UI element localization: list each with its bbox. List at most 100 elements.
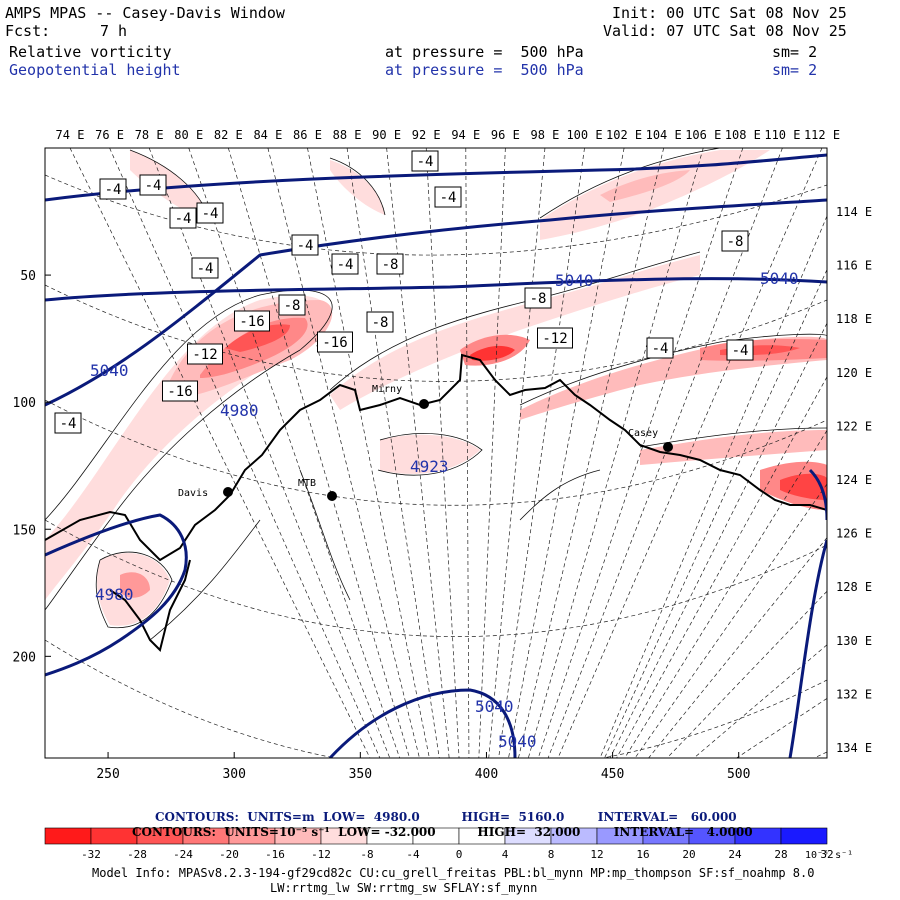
top-lon-label: 102 E: [606, 128, 642, 142]
height-label: 5040: [90, 361, 129, 380]
colorbar-tick-label: 28: [774, 848, 787, 861]
meridian-line: [557, 148, 823, 758]
meridian-line: [634, 483, 827, 758]
meridian-line: [609, 323, 827, 758]
label-box: [524, 287, 552, 309]
meridian-line: [109, 148, 381, 758]
meridian-line: [307, 148, 430, 758]
y-tick-label: 50: [20, 269, 36, 284]
x-tick-label: 350: [349, 767, 372, 782]
right-lon-label: 116 E: [836, 259, 872, 273]
vorticity-labels: -4 -4 -4 -4 -4 -4 -4 -4 -4 -8 -8 -8 -8 -16 -16 -12 -12 -1…: [54, 150, 754, 434]
label-box: [278, 294, 306, 316]
vorticity-contour-label: -4: [196, 202, 224, 224]
vorticity-contour-label: -4: [434, 186, 462, 208]
colorbar-swatch: [780, 827, 828, 845]
top-lon-label: 104 E: [646, 128, 682, 142]
station-label-mirny: Mirny: [372, 384, 402, 395]
height-labels: 5040 5040 5040 4980 4923 5040 5040 4980: [90, 269, 799, 751]
station-label-davis: Davis: [178, 488, 208, 499]
colorbar-swatch: [44, 827, 92, 845]
label-box: [331, 253, 359, 275]
label-box: [434, 186, 462, 208]
top-lon-label: 84 E: [253, 128, 282, 142]
vorticity-contour-label: -8: [721, 230, 749, 252]
plot-border: [44, 147, 828, 759]
station-label-casey: Casey: [628, 428, 658, 439]
colorbar-tick-label: -28: [127, 848, 147, 861]
label-box: [366, 311, 394, 333]
label-text: -4: [145, 178, 162, 194]
label-text: -4: [175, 211, 192, 227]
vorticity-contour-label: -4: [191, 257, 219, 279]
station-markers: [223, 399, 673, 501]
top-lon-label: 76 E: [95, 128, 124, 142]
height-label: 4980: [95, 585, 134, 604]
meridian-line: [346, 148, 440, 758]
field1-name: Relative vorticity: [9, 43, 172, 61]
label-text: -12: [542, 331, 567, 347]
label-box: [376, 253, 404, 275]
top-lon-label: 80 E: [174, 128, 203, 142]
contour-low: LOW= -32.000: [338, 825, 436, 839]
field1-level: at pressure = 500 hPa: [385, 43, 584, 61]
vorticity-contour-label: -4: [411, 150, 439, 172]
contour-info-height: CONTOURS: UNITS=m LOW= 4980.0 HIGH= 5160…: [155, 796, 737, 824]
top-lon-label: 96 E: [491, 128, 520, 142]
right-longitude-labels: 114 E 116 E 118 E 120 E 122 E 124 E 126 E 128 E…: [836, 205, 872, 755]
meridian-line: [69, 148, 371, 758]
y-axis-ticks: 50 100 150 200: [13, 269, 51, 665]
latitude-circles: [45, 174, 827, 758]
colorbar-tick-label: 4: [502, 848, 509, 861]
model-info: Model Info: MPASv8.2.3-194-gf29cd82c CU:…: [92, 866, 815, 880]
colorbar-tick-label: -8: [360, 848, 373, 861]
longitude-lines: [69, 148, 827, 758]
top-lon-label: 88 E: [333, 128, 362, 142]
label-box: [234, 310, 270, 332]
height-label: 5040: [475, 697, 514, 716]
meridian-line: [624, 430, 827, 758]
label-text: -16: [167, 384, 192, 400]
colorbar-tick-label: 20: [682, 848, 695, 861]
y-tick-label: 100: [13, 396, 36, 411]
meridian-line: [604, 269, 827, 758]
field2-name: Geopotential height: [9, 61, 181, 79]
label-text: -8: [727, 234, 744, 250]
station-names: Davis MTB Mirny Casey: [178, 384, 658, 499]
top-lon-label: 94 E: [451, 128, 480, 142]
vorticity-contour-label: -16: [317, 331, 353, 353]
field1-smoothing: sm= 2: [772, 43, 818, 61]
vorticity-contour-label: -4: [54, 412, 82, 434]
label-text: -8: [284, 298, 301, 314]
label-text: -12: [192, 347, 217, 363]
vorticity-contour-label: -8: [376, 253, 404, 275]
label-text: -4: [202, 206, 219, 222]
right-lon-label: 132 E: [836, 687, 872, 701]
label-text: -16: [239, 314, 264, 330]
label-box: [99, 178, 127, 200]
label-text: -8: [530, 291, 547, 307]
contour-units: UNITS=10⁻⁵ s⁻¹: [224, 825, 330, 839]
vorticity-contour-label: -16: [234, 310, 270, 332]
forecast-label: Fcst:: [5, 22, 51, 40]
colorbar-tick-label: 0: [456, 848, 463, 861]
meridian-line: [488, 148, 546, 758]
field2-smoothing: sm= 2: [772, 61, 818, 79]
right-lon-label: 124 E: [836, 473, 872, 487]
label-box: [187, 343, 223, 365]
right-lon-label: 134 E: [836, 741, 872, 755]
meridian-line: [527, 148, 704, 758]
colorbar-tick-label: -4: [406, 848, 420, 861]
meridian-line: [227, 148, 410, 758]
right-lon-label: 120 E: [836, 366, 872, 380]
label-text: -4: [732, 343, 749, 359]
antarctic-coastline: [45, 353, 827, 652]
station-label-mtb: MTB: [298, 478, 316, 489]
label-box: [191, 257, 219, 279]
meridian-line: [508, 148, 625, 758]
contour-low: LOW= 4980.0: [323, 810, 420, 824]
label-box: [54, 412, 82, 434]
label-text: -16: [322, 335, 347, 351]
mtb-station-dot: [327, 491, 337, 501]
plot-title: AMPS MPAS -- Casey-Davis Window: [5, 4, 285, 22]
